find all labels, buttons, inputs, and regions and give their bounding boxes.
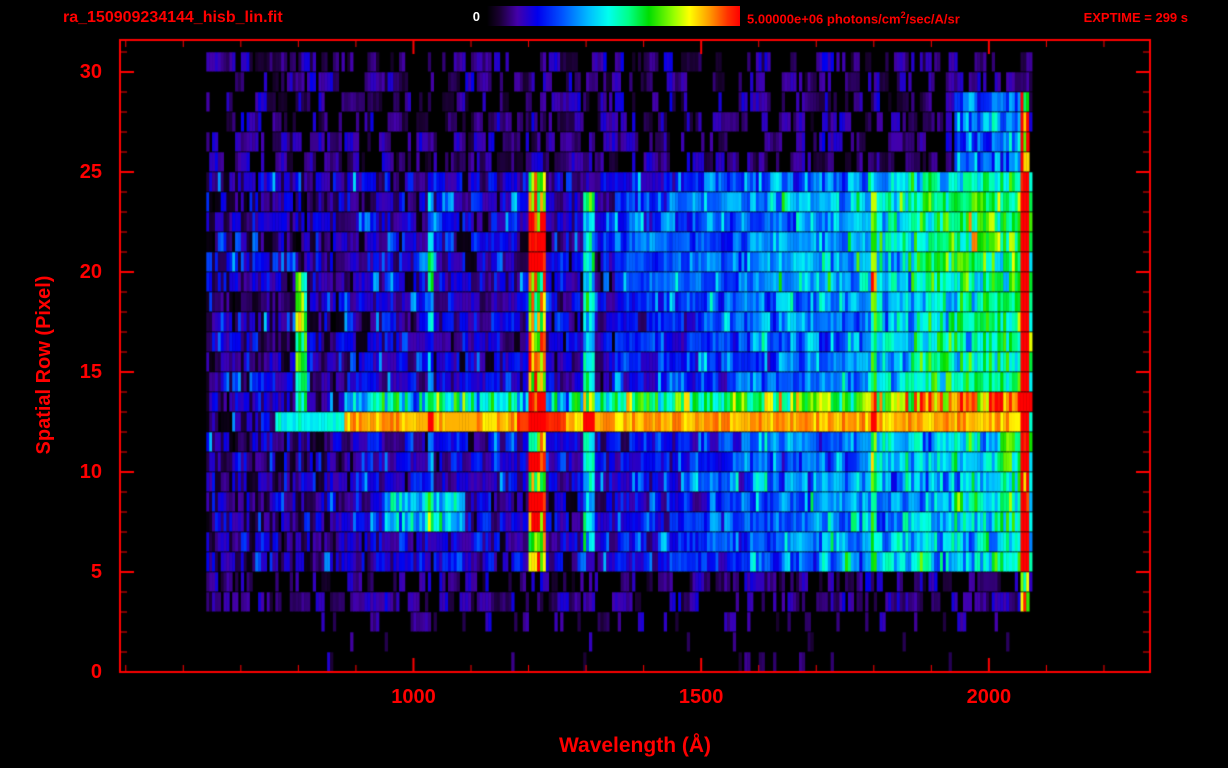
colorbar-max-value: 5.00000e+06 photons/cm: [747, 11, 901, 27]
y-axis-title: Spatial Row (Pixel): [33, 275, 55, 455]
colorbar-max-superscript: 2: [900, 10, 906, 20]
colorbar-gradient: [487, 6, 740, 26]
x-axis-title: Wavelength (Å): [558, 734, 712, 757]
colorbar-min-label: 0: [472, 9, 480, 24]
exptime-label: EXPTIME = 299 s: [1083, 10, 1188, 25]
colorbar-max-label: 5.00000e+06 photons/cm2/sec/A/sr: [747, 10, 960, 27]
file-title: ra_150909234144_hisb_lin.fit: [63, 9, 283, 26]
colorbar-max-units: /sec/A/sr: [905, 11, 960, 27]
